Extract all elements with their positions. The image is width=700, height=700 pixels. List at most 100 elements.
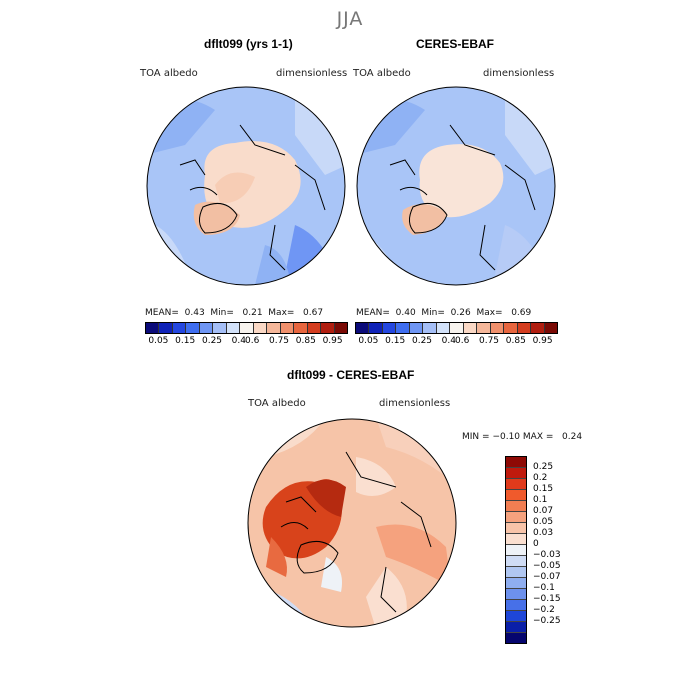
diff-colorbar	[505, 456, 527, 644]
right-mean-label: MEAN=	[356, 308, 390, 318]
diff-colorbar-swatch	[506, 479, 526, 490]
diff-colorbar-label: −0.25	[533, 616, 561, 626]
diff-colorbar-label: −0.07	[533, 572, 561, 582]
right-mean-value: 0.40	[395, 308, 416, 318]
right-colorbar-swatch	[504, 323, 518, 333]
right-max-value: 0.69	[511, 308, 532, 318]
right-variable-label: TOA albedo	[353, 68, 411, 79]
left-stats: MEAN= 0.43 Min= 0.21 Max= 0.67	[145, 308, 323, 318]
diff-colorbar-swatch	[506, 523, 526, 534]
diff-max-label: MAX =	[522, 432, 554, 442]
left-mean-value: 0.43	[184, 308, 205, 318]
diff-colorbar-label: −0.2	[533, 605, 555, 615]
left-min-label: Min=	[210, 308, 234, 318]
right-colorbar-label: 0.6	[455, 336, 470, 346]
diff-polar-map	[247, 418, 457, 628]
right-colorbar-labels: 0.05 0.15 0.25 0.4 0.6 0.75 0.85 0.95	[355, 336, 556, 348]
left-max-label: Max=	[268, 308, 295, 318]
left-colorbar-label: 0.25	[201, 336, 223, 346]
right-colorbar-swatch	[423, 323, 437, 333]
right-colorbar-label: 0.15	[385, 336, 406, 346]
left-mean-label: MEAN=	[145, 308, 179, 318]
right-panel-title: CERES-EBAF	[416, 37, 495, 51]
left-polar-map	[146, 86, 346, 286]
diff-colorbar-swatch	[506, 611, 526, 622]
diff-variable-label: TOA albedo	[248, 398, 306, 409]
diff-colorbar-swatch	[506, 589, 526, 600]
diff-colorbar-swatch	[506, 501, 526, 512]
diff-colorbar-label: 0	[533, 539, 539, 549]
left-colorbar-swatch	[294, 323, 308, 333]
season-title: JJA	[336, 8, 364, 30]
right-colorbar-swatch	[356, 323, 370, 333]
left-colorbar	[145, 322, 348, 334]
left-max-value: 0.67	[303, 308, 324, 318]
right-polar-map	[356, 86, 556, 286]
left-colorbar-label: 0.75	[268, 336, 290, 346]
right-colorbar-swatch	[463, 323, 478, 333]
right-colorbar-swatch	[450, 323, 464, 333]
diff-colorbar-swatch	[506, 567, 526, 578]
right-colorbar-label: 0.4	[441, 336, 456, 346]
left-colorbar-label: 0.6	[245, 336, 260, 346]
right-colorbar-swatch	[409, 323, 424, 333]
right-colorbar-swatch	[369, 323, 383, 333]
diff-colorbar-swatch	[506, 578, 526, 589]
diff-colorbar-label: −0.1	[533, 583, 555, 593]
diff-colorbar-swatch	[506, 468, 526, 479]
left-colorbar-label: 0.4	[231, 336, 246, 346]
diff-colorbar-swatch	[506, 512, 526, 523]
right-colorbar-swatch	[477, 323, 491, 333]
left-colorbar-swatch	[240, 323, 254, 333]
left-colorbar-swatch	[334, 323, 348, 333]
right-colorbar-label: 0.25	[411, 336, 433, 346]
right-colorbar-label: 0.85	[505, 336, 526, 346]
diff-panel-title: dflt099 - CERES-EBAF	[287, 368, 415, 382]
left-colorbar-label: 0.05	[148, 336, 169, 346]
diff-colorbar-swatch	[506, 534, 526, 545]
diff-colorbar-label: 0.03	[533, 528, 554, 538]
diff-colorbar-swatch	[506, 490, 526, 501]
diff-colorbar-label: −0.03	[533, 550, 561, 560]
left-variable-label: TOA albedo	[140, 68, 198, 79]
right-colorbar-swatch	[490, 323, 505, 333]
left-colorbar-labels: 0.05 0.15 0.25 0.4 0.6 0.75 0.85 0.95	[145, 336, 346, 348]
right-colorbar-swatch	[436, 323, 451, 333]
right-colorbar-swatch	[544, 323, 558, 333]
diff-colorbar-swatch	[506, 556, 526, 567]
right-colorbar-swatch	[396, 323, 410, 333]
diff-units-label: dimensionless	[379, 398, 451, 409]
diff-colorbar-label: 0.05	[533, 517, 554, 527]
diff-colorbar-label: 0.2	[533, 473, 548, 483]
diff-stats: MIN = −0.10 MAX = 0.24	[462, 432, 582, 442]
right-colorbar-swatch	[517, 323, 532, 333]
diff-min-value: −0.10	[492, 432, 521, 442]
right-colorbar-swatch	[531, 323, 545, 333]
left-colorbar-swatch	[146, 323, 160, 333]
left-colorbar-swatch	[199, 323, 214, 333]
right-units-label: dimensionless	[483, 68, 555, 79]
left-colorbar-label: 0.15	[175, 336, 196, 346]
left-colorbar-label: 0.85	[295, 336, 316, 346]
right-min-value: 0.26	[450, 308, 471, 318]
left-colorbar-swatch	[267, 323, 281, 333]
right-colorbar	[355, 322, 558, 334]
diff-colorbar-swatch	[506, 600, 526, 611]
left-min-value: 0.21	[242, 308, 263, 318]
left-colorbar-swatch	[172, 323, 187, 333]
left-colorbar-swatch	[253, 323, 268, 333]
left-colorbar-label: 0.95	[322, 336, 343, 346]
diff-colorbar-label: 0.15	[533, 484, 554, 494]
diff-colorbar-swatch	[506, 633, 526, 643]
diff-min-label: MIN =	[462, 432, 490, 442]
diff-colorbar-label: 0.1	[533, 495, 548, 505]
left-colorbar-swatch	[226, 323, 241, 333]
diff-colorbar-label: −0.15	[533, 594, 561, 604]
diff-colorbar-swatch	[506, 622, 526, 633]
right-colorbar-label: 0.75	[478, 336, 500, 346]
right-colorbar-label: 0.05	[358, 336, 379, 346]
left-panel-title: dflt099 (yrs 1-1)	[204, 37, 293, 51]
left-colorbar-swatch	[159, 323, 173, 333]
left-colorbar-swatch	[213, 323, 227, 333]
left-colorbar-swatch	[321, 323, 335, 333]
